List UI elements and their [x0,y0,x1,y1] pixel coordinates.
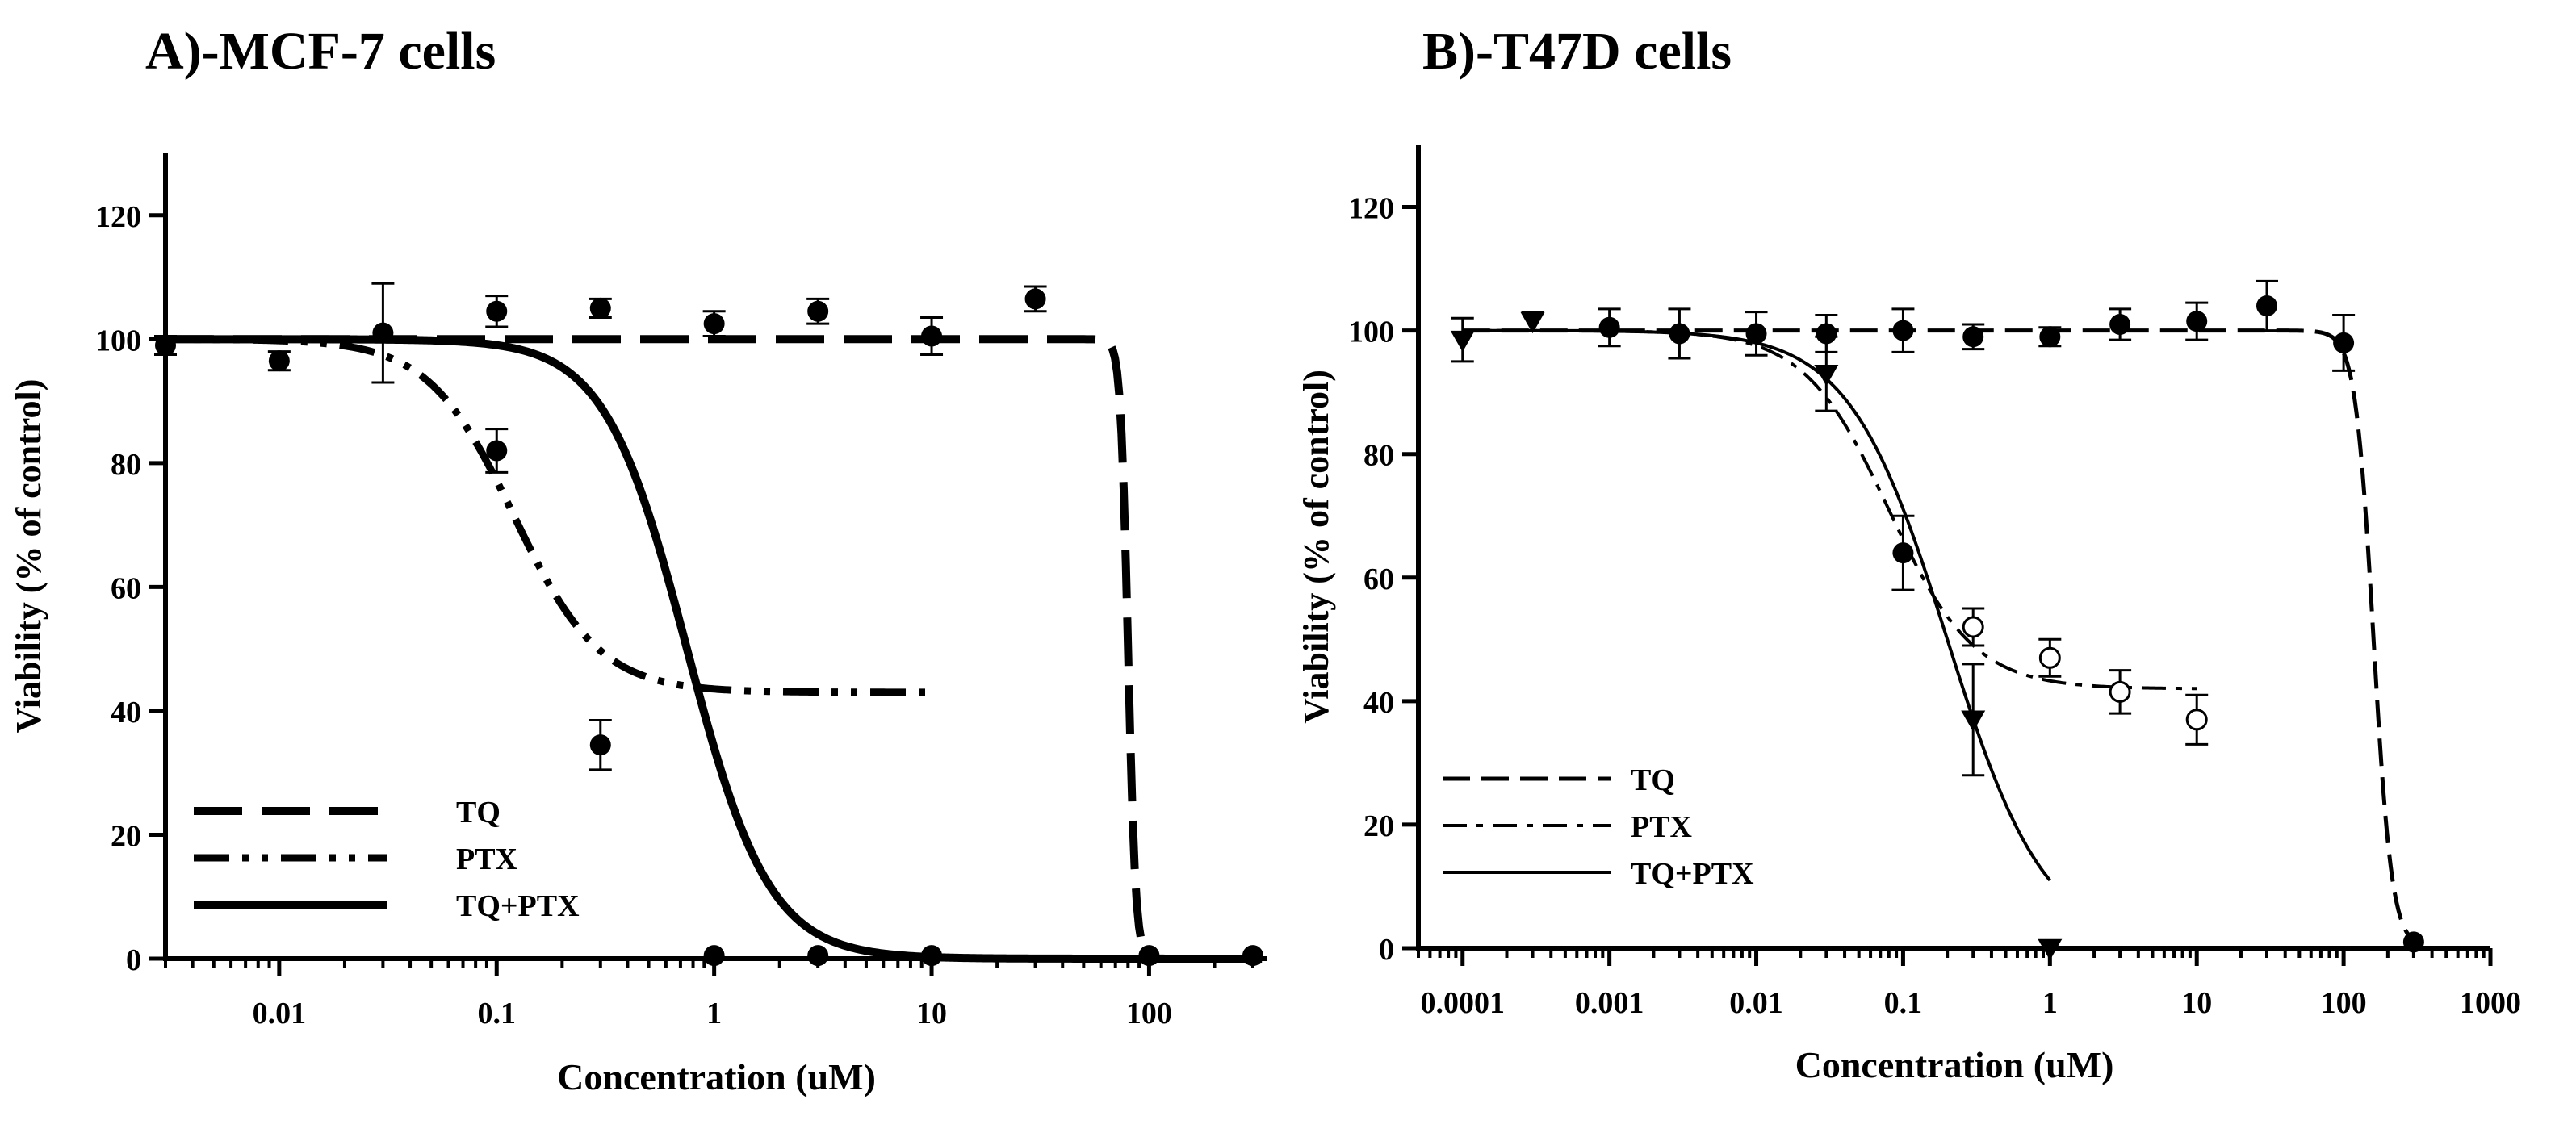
y-axis-label: Viability (% of control) [1296,370,1336,724]
y-tick-label: 40 [111,696,141,729]
y-tick-label: 60 [111,571,141,605]
data-point [155,334,176,356]
curve-tq [163,335,1264,963]
x-tick-label: 1 [706,997,722,1030]
data-point [2186,311,2208,332]
curve-ptx [163,335,934,696]
data-point [2038,938,2063,960]
y-tick-label: 80 [111,448,141,482]
legend-label: TQ+PTX [1631,857,1754,891]
legend-label: TQ [456,796,501,830]
curve-tq-plus-ptx [163,335,1264,963]
data-point [1961,710,1986,732]
x-tick-label: 100 [2321,986,2367,1020]
data-point [1816,323,1837,345]
data-point [1962,616,1984,638]
y-tick-label: 40 [1363,686,1394,720]
x-tick-label: 0.1 [1884,986,1923,1020]
y-tick-label: 100 [95,324,141,357]
x-tick-label: 0.0001 [1421,986,1506,1020]
x-tick-label: 0.01 [253,997,307,1030]
y-tick-label: 20 [111,819,141,853]
x-tick-label: 0.01 [1729,986,1783,1020]
y-tick-label: 20 [1363,809,1394,843]
panel-a-title: A)-MCF-7 cells [145,22,496,81]
x-tick-label: 10 [916,997,947,1030]
data-point [807,300,829,322]
data-point [703,945,725,967]
data-point [486,440,508,462]
x-tick-label: 10 [2181,986,2212,1020]
data-point [2039,326,2061,348]
data-point [2109,680,2131,703]
data-point [1450,330,1475,353]
data-point [268,350,290,372]
curve-tq-plus-ptx [1462,328,2051,882]
y-tick-label: 120 [95,200,141,234]
data-point [1814,364,1839,387]
data-point [1669,323,1690,345]
data-point [486,300,508,322]
y-tick-label: 60 [1363,562,1394,596]
y-tick-label: 100 [1348,316,1394,349]
x-tick-label: 1000 [2460,986,2521,1020]
y-tick-label: 120 [1348,192,1394,226]
data-point [1892,320,1914,341]
x-tick-label: 0.1 [478,997,517,1030]
x-axis-label: Concentration (uM) [557,1056,876,1097]
data-point [2333,332,2355,353]
x-tick-label: 100 [1126,997,1172,1030]
data-point [1962,326,1984,348]
data-point [589,297,611,319]
data-point [1598,316,1620,338]
data-point [703,313,725,335]
x-tick-label: 0.001 [1575,986,1644,1020]
chart-b: 0 20 40 60 80 100 120 0.0001 0.001 0.01 0.1 1 10 100 1… [1296,145,2521,1085]
panel-b-title: B)-T47D cells [1422,22,1732,81]
data-point [589,734,611,756]
data-point [921,325,943,347]
y-tick-label: 0 [1379,933,1394,967]
y-tick-label: 80 [1363,439,1394,473]
legend-label: PTX [1631,810,1692,844]
data-point [372,322,394,344]
data-point [1892,542,1914,564]
legend-label: TQ+PTX [456,889,580,923]
data-point [921,945,943,967]
chart-a: 0 20 40 60 80 100 120 0.01 0.1 1 10 100 Concentratio… [9,153,1267,1097]
data-point [2038,646,2061,669]
data-point [2185,709,2208,731]
curve-tq [1462,328,2415,943]
chart-panel-a: A)-MCF-7 cells 0 20 40 60 80 100 120 0.01 0.1 1 10… [9,22,1267,1097]
data-point [1242,945,1263,967]
data-point [1520,311,1545,334]
data-point [1138,945,1160,967]
data-point [2402,931,2424,953]
x-axis-label: Concentration (uM) [1795,1044,2114,1085]
data-point [1024,288,1046,310]
data-point [807,945,829,967]
y-axis-label: Viability (% of control) [9,379,48,734]
data-point [2109,313,2131,335]
chart-panel-b: B)-T47D cells 0 20 40 60 80 100 120 0.0001 0.001… [1288,0,2576,1137]
data-point [1745,323,1767,345]
data-point [2256,295,2278,316]
legend-label: PTX [456,842,517,876]
legend-label: TQ [1631,763,1675,797]
x-tick-label: 1 [2042,986,2058,1020]
y-tick-label: 0 [126,943,141,977]
